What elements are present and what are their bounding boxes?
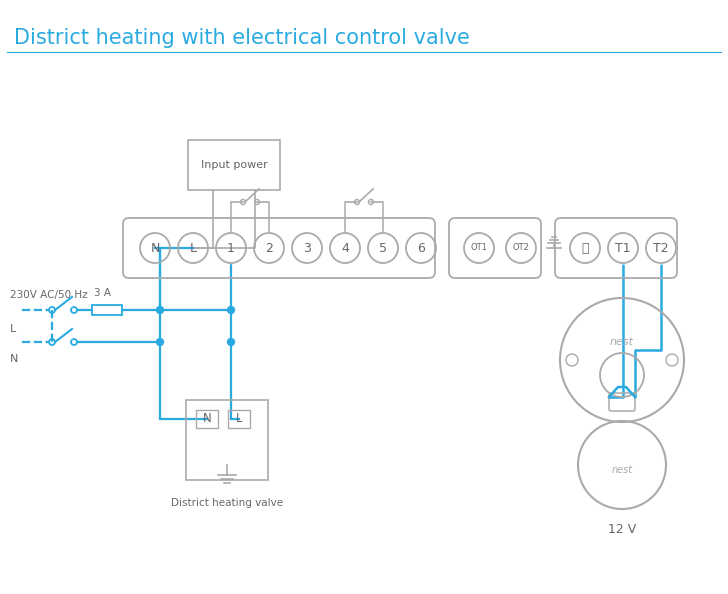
Text: OT2: OT2 [513, 244, 529, 252]
Text: ⏚: ⏚ [581, 242, 589, 254]
Circle shape [227, 339, 234, 346]
Text: nest: nest [612, 465, 633, 475]
Text: N: N [10, 354, 18, 364]
Text: L: L [10, 324, 16, 334]
Text: 3: 3 [303, 242, 311, 254]
Text: N: N [150, 242, 159, 254]
Text: 2: 2 [265, 242, 273, 254]
Text: nest: nest [610, 337, 634, 347]
Text: District heating with electrical control valve: District heating with electrical control… [14, 28, 470, 48]
Circle shape [157, 307, 164, 314]
Text: Input power: Input power [201, 160, 267, 170]
Text: OT1: OT1 [470, 244, 488, 252]
Text: 4: 4 [341, 242, 349, 254]
Text: 230V AC/50 Hz: 230V AC/50 Hz [10, 290, 87, 300]
Text: L: L [236, 412, 242, 425]
Text: 5: 5 [379, 242, 387, 254]
Circle shape [157, 339, 164, 346]
Circle shape [227, 307, 234, 314]
Text: 3 A: 3 A [95, 288, 111, 298]
Text: District heating valve: District heating valve [171, 498, 283, 508]
Text: 12 V: 12 V [608, 523, 636, 536]
Text: 6: 6 [417, 242, 425, 254]
Text: T1: T1 [615, 242, 631, 254]
Text: T2: T2 [653, 242, 669, 254]
Text: 1: 1 [227, 242, 235, 254]
Text: L: L [189, 242, 197, 254]
Text: N: N [202, 412, 211, 425]
